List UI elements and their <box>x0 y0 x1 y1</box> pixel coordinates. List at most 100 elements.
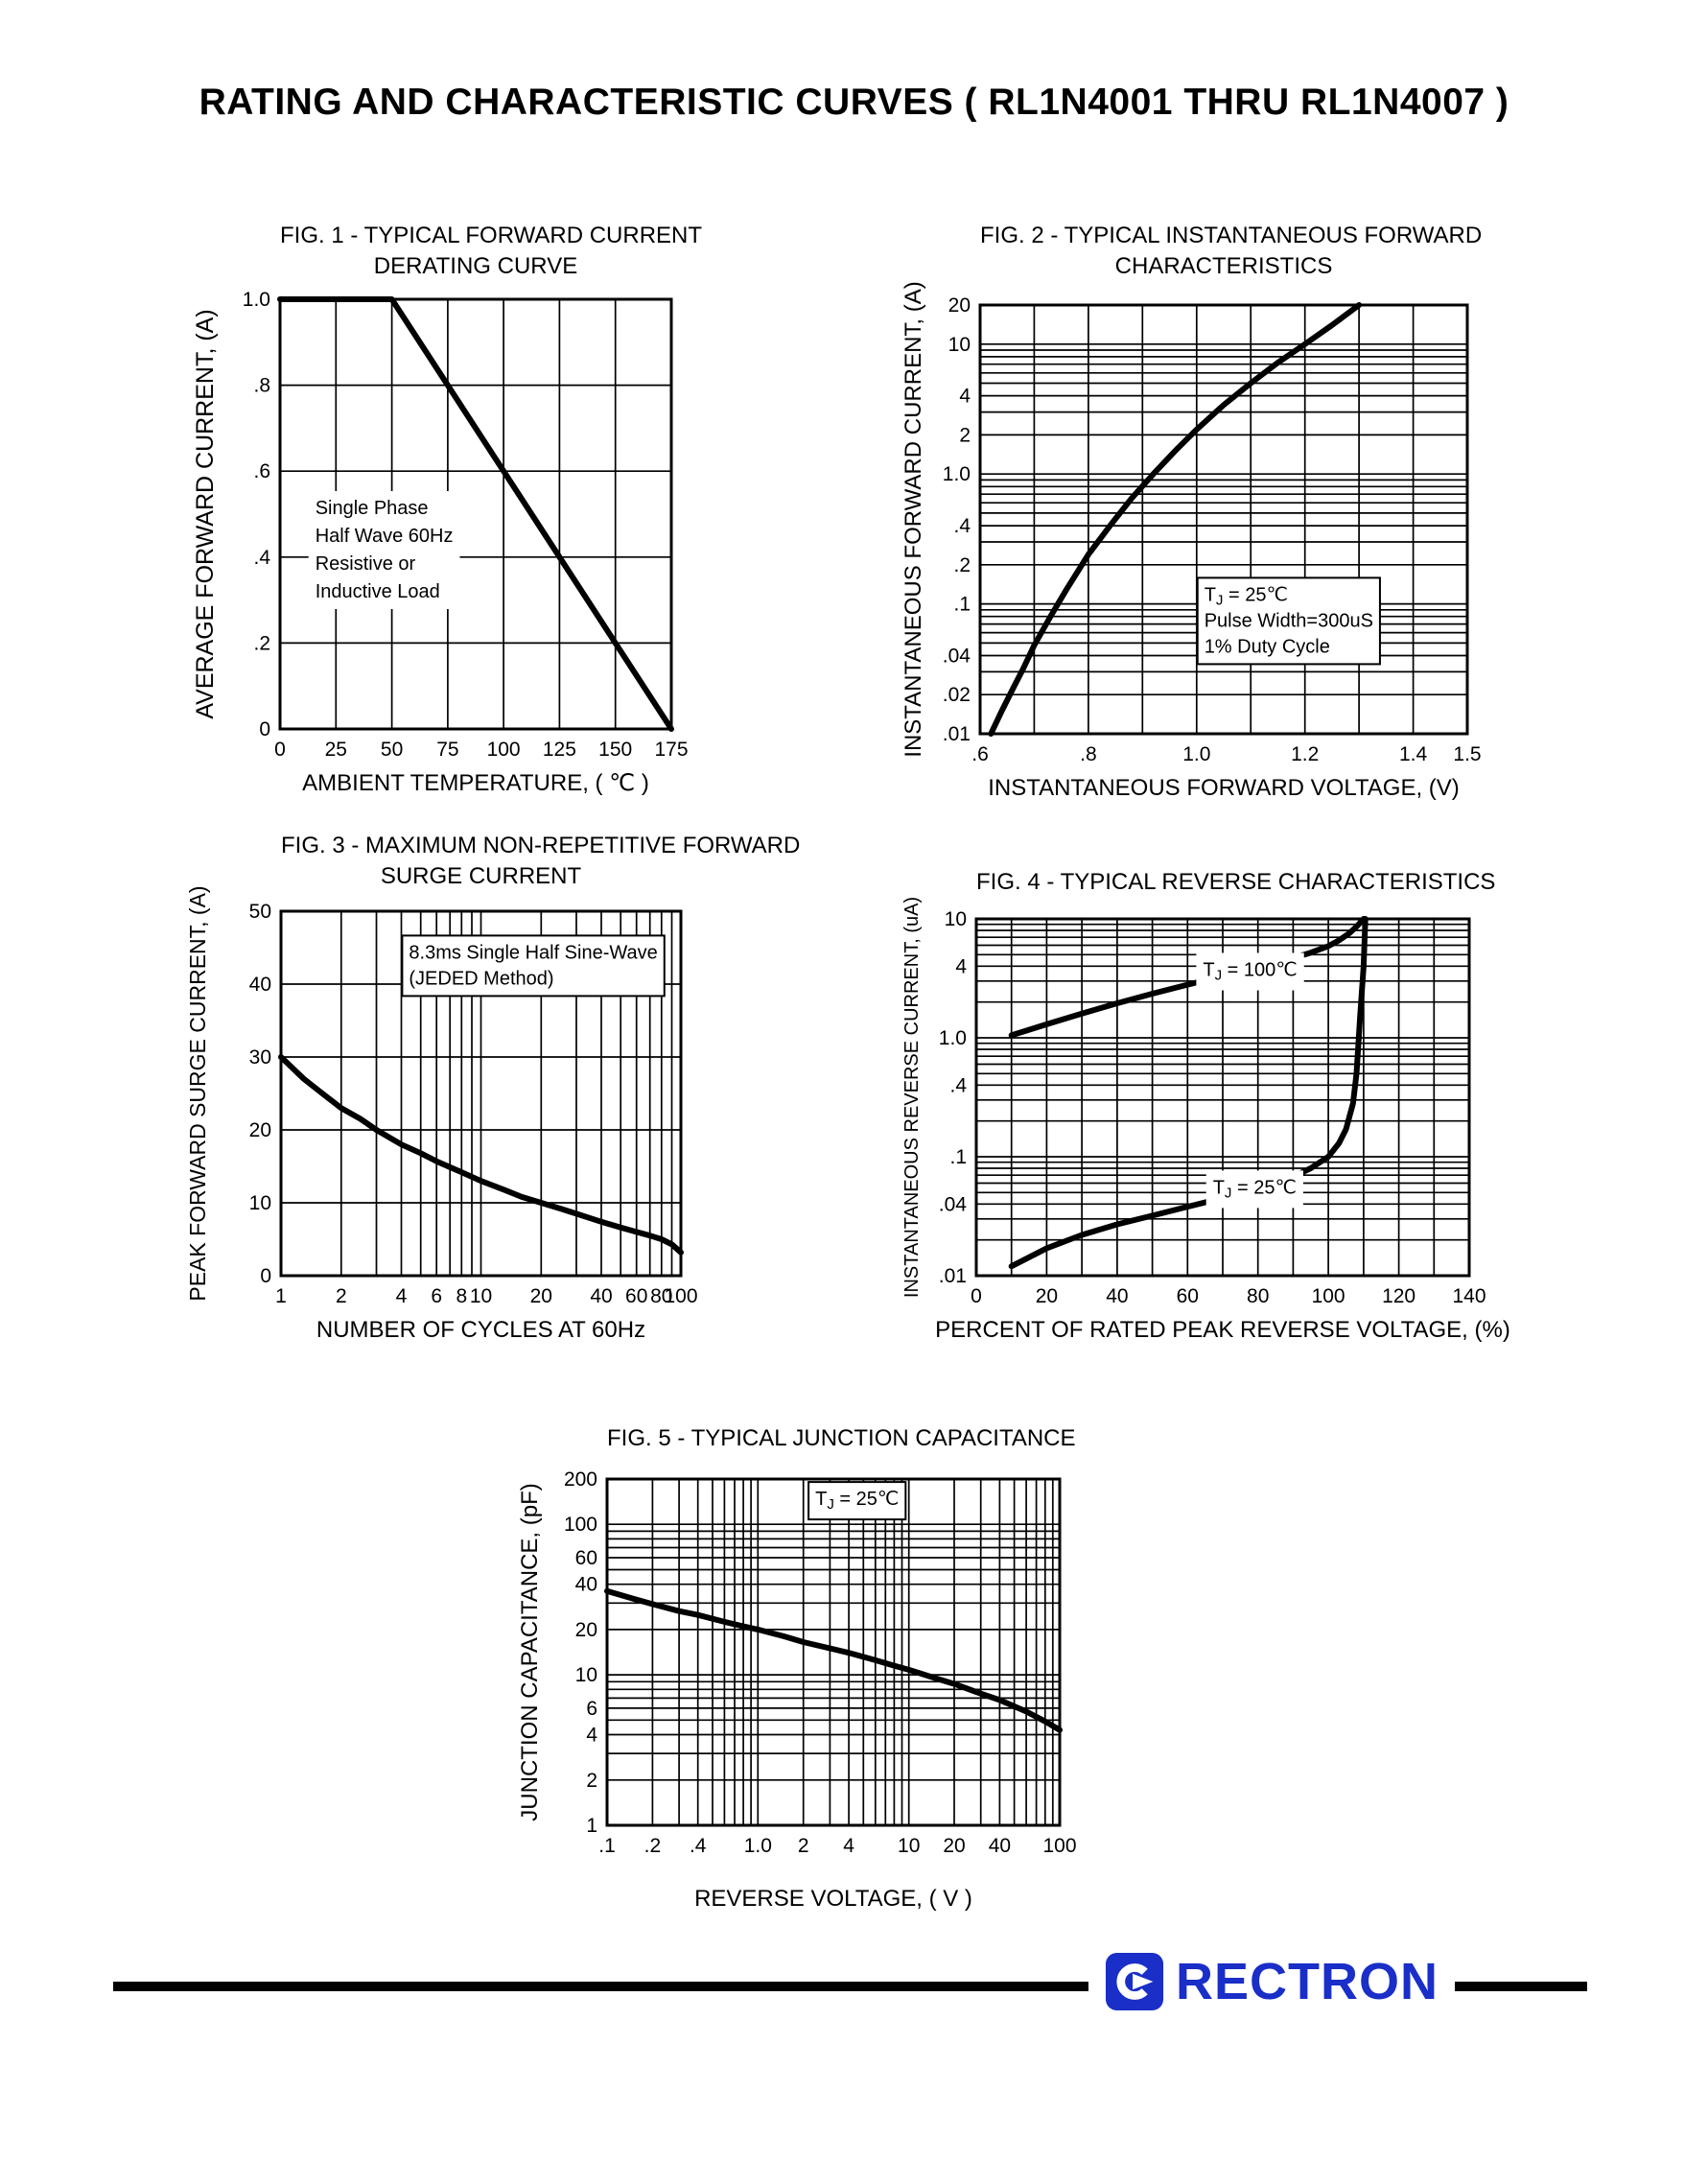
footer-rule <box>113 1982 1587 1991</box>
figure-2-chart: .6 .8 1.0 1.2 1.4 1.5 20 10 4 2 1.0 .4 .2 .1 .04 .02 .01… <box>901 281 1482 801</box>
svg-text:INSTANTANEOUS FORWARD VOLTAGE,: INSTANTANEOUS FORWARD VOLTAGE, (V) <box>988 775 1460 801</box>
figure-3-subtitle: SURGE CURRENT <box>380 863 582 889</box>
svg-text:.8: .8 <box>1080 743 1097 765</box>
svg-text:2: 2 <box>586 1770 597 1792</box>
svg-text:20: 20 <box>249 1119 271 1141</box>
svg-text:75: 75 <box>436 739 458 761</box>
svg-text:80: 80 <box>650 1285 672 1307</box>
figure-4-chart: 0 20 40 60 80 100 120 140 10 4 1.0 .4 .1 .04 .01 PERCEN… <box>901 897 1510 1343</box>
svg-text:8.3ms Single Half Sine-Wave: 8.3ms Single Half Sine-Wave <box>409 942 657 963</box>
svg-text:40: 40 <box>989 1835 1011 1857</box>
rectron-logo-text: RECTRON <box>1176 1953 1439 2010</box>
figure-2-subtitle: CHARACTERISTICS <box>1114 253 1333 279</box>
svg-text:1.0: 1.0 <box>744 1835 772 1857</box>
svg-text:60: 60 <box>1177 1285 1199 1307</box>
figure-1-subtitle: DERATING CURVE <box>373 253 578 279</box>
svg-text:JUNCTION CAPACITANCE, (pF): JUNCTION CAPACITANCE, (pF) <box>517 1483 543 1820</box>
svg-text:.4: .4 <box>953 515 971 537</box>
svg-text:80: 80 <box>1247 1285 1269 1307</box>
rectron-logo: RECTRON <box>1088 1947 1455 2016</box>
svg-text:120: 120 <box>1382 1285 1416 1307</box>
svg-text:.4: .4 <box>253 547 270 569</box>
svg-text:AVERAGE FORWARD CURRENT, (A): AVERAGE FORWARD CURRENT, (A) <box>192 309 219 718</box>
svg-text:1.4: 1.4 <box>1399 743 1428 765</box>
svg-text:100: 100 <box>1312 1285 1345 1307</box>
svg-text:20: 20 <box>948 294 971 317</box>
svg-text:1.0: 1.0 <box>243 289 270 311</box>
svg-text:20: 20 <box>943 1835 965 1857</box>
figure-2-title: FIG. 2 - TYPICAL INSTANTANEOUS FORWARD <box>980 223 1483 248</box>
svg-text:1.0: 1.0 <box>939 1027 967 1049</box>
svg-text:.1: .1 <box>598 1835 616 1857</box>
svg-text:Single Phase: Single Phase <box>316 498 429 519</box>
svg-text:0: 0 <box>971 1285 982 1307</box>
svg-text:20: 20 <box>1036 1285 1058 1307</box>
svg-text:NUMBER OF CYCLES AT 60Hz: NUMBER OF CYCLES AT 60Hz <box>316 1317 645 1343</box>
svg-text:40: 40 <box>590 1285 612 1307</box>
svg-text:25: 25 <box>325 739 347 761</box>
svg-text:.2: .2 <box>253 632 270 654</box>
svg-text:.4: .4 <box>949 1074 967 1096</box>
svg-text:1.0: 1.0 <box>1182 743 1210 765</box>
svg-text:100: 100 <box>664 1285 697 1307</box>
svg-text:125: 125 <box>543 739 576 761</box>
svg-text:4: 4 <box>586 1725 597 1747</box>
svg-text:Pulse Width=300uS: Pulse Width=300uS <box>1205 610 1373 631</box>
svg-text:20: 20 <box>575 1619 597 1641</box>
svg-text:40: 40 <box>575 1574 597 1596</box>
figure-1-title: FIG. 1 - TYPICAL FORWARD CURRENT <box>280 223 703 248</box>
svg-text:20: 20 <box>530 1285 552 1307</box>
svg-text:.6: .6 <box>253 460 270 482</box>
figure-5-title: FIG. 5 - TYPICAL JUNCTION CAPACITANCE <box>607 1425 1076 1451</box>
svg-text:1.5: 1.5 <box>1453 743 1481 765</box>
svg-text:0: 0 <box>259 718 270 740</box>
svg-text:6: 6 <box>431 1285 442 1307</box>
svg-text:40: 40 <box>1106 1285 1128 1307</box>
svg-text:1% Duty Cycle: 1% Duty Cycle <box>1205 636 1330 657</box>
figure-4: FIG. 4 - TYPICAL REVERSE CHARACTERISTICS… <box>892 830 1525 1415</box>
svg-text:(JEDED Method): (JEDED Method) <box>409 968 553 989</box>
svg-text:Half Wave 60Hz: Half Wave 60Hz <box>316 526 454 547</box>
svg-text:.1: .1 <box>953 594 971 616</box>
svg-text:.01: .01 <box>943 723 971 745</box>
svg-text:60: 60 <box>625 1285 647 1307</box>
rectron-icon-c-shape <box>1116 1963 1148 2000</box>
svg-text:1.2: 1.2 <box>1291 743 1319 765</box>
svg-text:Resistive or: Resistive or <box>316 553 416 575</box>
svg-text:Inductive Load: Inductive Load <box>316 581 440 602</box>
svg-text:1.0: 1.0 <box>943 463 971 485</box>
svg-text:PERCENT OF RATED PEAK REVERSE: PERCENT OF RATED PEAK REVERSE VOLTAGE, (… <box>935 1317 1510 1343</box>
svg-text:TJ = 25℃: TJ = 25℃ <box>815 1489 899 1513</box>
svg-text:INSTANTANEOUS REVERSE CURRENT,: INSTANTANEOUS REVERSE CURRENT, (uA) <box>901 897 923 1298</box>
svg-text:140: 140 <box>1452 1285 1486 1307</box>
svg-text:0: 0 <box>260 1265 271 1287</box>
figure-1-chart: 0 25 50 75 100 125 150 175 0 .2 .4 .6 .8 1.0 AMBIENT T… <box>192 289 689 796</box>
svg-text:.6: .6 <box>971 743 989 765</box>
svg-text:2: 2 <box>798 1835 809 1857</box>
svg-text:60: 60 <box>575 1547 597 1569</box>
svg-text:6: 6 <box>586 1698 597 1720</box>
svg-text:AMBIENT TEMPERATURE, ( ℃ ): AMBIENT TEMPERATURE, ( ℃ ) <box>302 770 649 796</box>
figure-5: FIG. 5 - TYPICAL JUNCTION CAPACITANCE .1… <box>489 1415 1160 1942</box>
figure-4-title: FIG. 4 - TYPICAL REVERSE CHARACTERISTICS <box>976 869 1496 895</box>
svg-text:10: 10 <box>898 1835 920 1857</box>
svg-text:.04: .04 <box>943 646 971 668</box>
svg-text:.1: .1 <box>949 1146 967 1168</box>
svg-text:10: 10 <box>948 334 971 356</box>
svg-text:10: 10 <box>249 1192 271 1214</box>
svg-text:50: 50 <box>249 901 271 923</box>
svg-text:200: 200 <box>564 1468 597 1491</box>
svg-text:2: 2 <box>336 1285 347 1307</box>
svg-text:4: 4 <box>955 955 967 977</box>
svg-text:PEAK FORWARD SURGE CURRENT, (A: PEAK FORWARD SURGE CURRENT, (A) <box>185 885 210 1301</box>
svg-text:4: 4 <box>959 386 971 408</box>
rectron-logo-icon <box>1105 1952 1164 2011</box>
svg-text:.2: .2 <box>953 554 971 576</box>
svg-text:10: 10 <box>945 908 967 930</box>
svg-text:.4: .4 <box>690 1835 707 1857</box>
svg-text:30: 30 <box>249 1046 271 1069</box>
svg-text:8: 8 <box>456 1285 467 1307</box>
figure-2: FIG. 2 - TYPICAL INSTANTANEOUS FORWARD C… <box>892 216 1525 830</box>
svg-text:10: 10 <box>470 1285 492 1307</box>
